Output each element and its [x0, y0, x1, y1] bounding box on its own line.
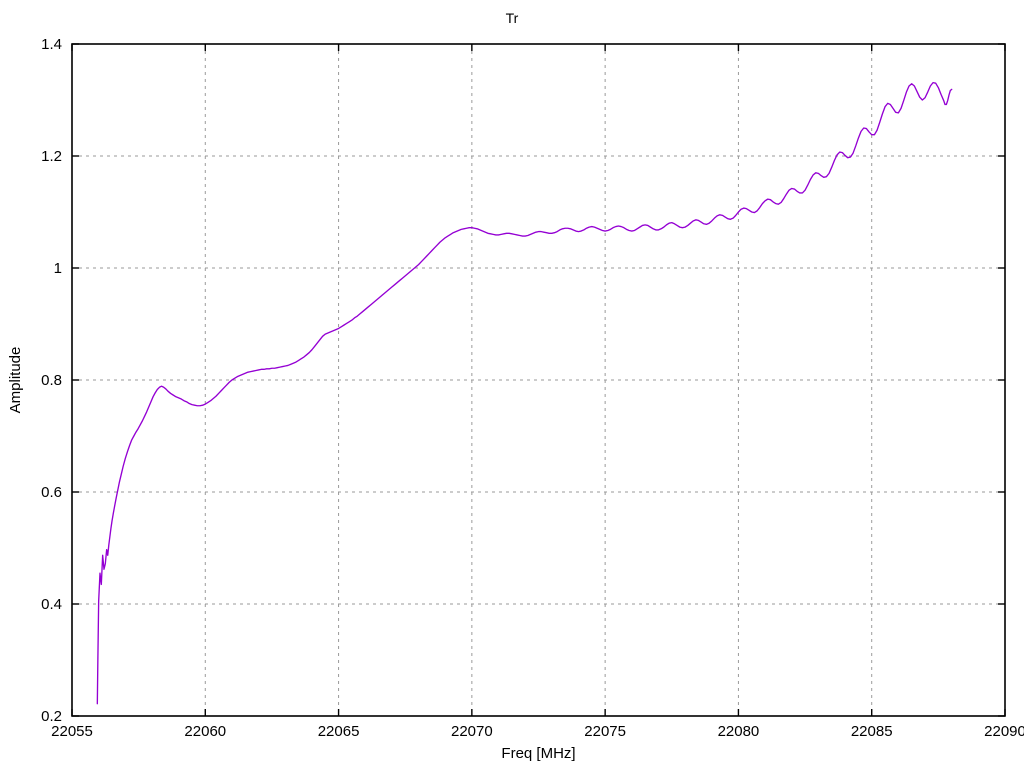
y-tick-label: 0.4 — [41, 596, 62, 613]
x-tick-label: 22060 — [184, 723, 226, 740]
data-series-group — [96, 81, 953, 705]
x-axis-title: Freq [MHz] — [501, 745, 575, 762]
x-tick-label: 22065 — [318, 723, 360, 740]
x-tick-label: 22075 — [584, 723, 626, 740]
x-tick-label: 22090 — [984, 723, 1024, 740]
data-series-line — [96, 81, 953, 705]
chart-title: Tr — [505, 10, 519, 26]
y-tick-label: 1 — [54, 260, 62, 277]
x-tick-label: 22085 — [851, 723, 893, 740]
gridlines — [72, 44, 1005, 716]
plot-frame — [71, 43, 1006, 717]
y-tick-label: 1.2 — [41, 148, 62, 165]
x-tick-label: 22080 — [718, 723, 760, 740]
y-tick-label: 0.8 — [41, 372, 62, 389]
x-tick-label: 22070 — [451, 723, 493, 740]
y-axis-tick-labels: 0.2 0.4 0.6 0.8 1 1.2 1.4 — [41, 36, 62, 725]
y-tick-label: 0.6 — [41, 484, 62, 501]
x-axis-tick-labels: 22055 22060 22065 22070 22075 22080 22085 22090 — [51, 723, 1024, 740]
y-axis-title: Amplitude — [7, 347, 24, 414]
y-tick-label: 1.4 — [41, 36, 62, 53]
y-tick-label: 0.2 — [41, 708, 62, 725]
x-tick-label: 22055 — [51, 723, 93, 740]
